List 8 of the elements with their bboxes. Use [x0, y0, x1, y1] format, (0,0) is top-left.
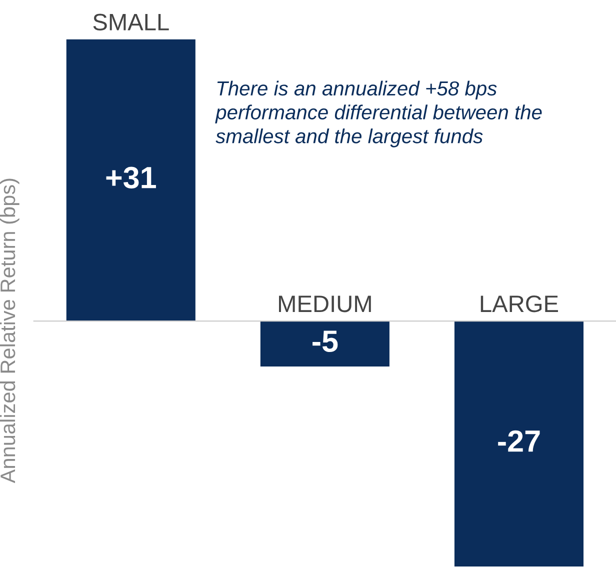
annotation: There is an annualized +58 bps performance differential between the smallest and the largest funds	[215, 80, 542, 148]
data-label: +31	[106, 166, 156, 188]
data-label: -27	[498, 430, 540, 452]
x-tick-label: SMALL	[93, 14, 169, 31]
y-axis-title: Annualized Relative Return (bps)	[0, 178, 20, 484]
x-tick-label: LARGE	[480, 295, 558, 312]
data-label: -5	[312, 330, 338, 352]
x-tick-label: MEDIUM	[279, 296, 371, 312]
